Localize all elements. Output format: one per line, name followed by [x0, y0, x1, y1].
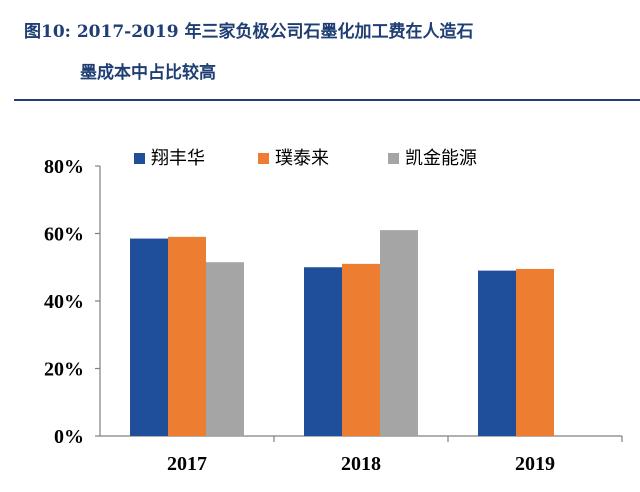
legend-label: 凯金能源 — [405, 148, 477, 169]
x-tick-label: 2017 — [167, 453, 207, 475]
bar — [516, 268, 554, 436]
bar — [168, 236, 206, 436]
x-tick-label: 2018 — [341, 453, 381, 475]
figure-title-line2: 墨成本中占比较高 — [80, 63, 216, 83]
figure-title-line1: 图10: 2017-2019 年三家负极公司石墨化加工费在人造石 — [24, 22, 474, 42]
figure-title: 图10: 2017-2019 年三家负极公司石墨化加工费在人造石 墨成本中占比较… — [24, 12, 624, 94]
legend-swatch — [134, 153, 145, 164]
legend-label: 璞泰来 — [275, 148, 329, 169]
y-tick-label: 80% — [44, 156, 84, 178]
title-divider — [14, 99, 640, 101]
bar — [206, 262, 244, 436]
legend-swatch — [258, 153, 269, 164]
bar — [342, 263, 380, 436]
y-tick-label: 20% — [44, 359, 84, 381]
legend-swatch — [388, 153, 399, 164]
bar — [478, 270, 516, 436]
y-tick-label: 0% — [54, 426, 84, 448]
bar — [380, 230, 418, 436]
legend-label: 翔丰华 — [151, 148, 205, 169]
y-tick-label: 60% — [44, 224, 84, 246]
bar — [130, 238, 168, 436]
y-tick-label: 40% — [44, 291, 84, 313]
bar — [304, 267, 342, 436]
x-tick-label: 2019 — [515, 453, 555, 475]
